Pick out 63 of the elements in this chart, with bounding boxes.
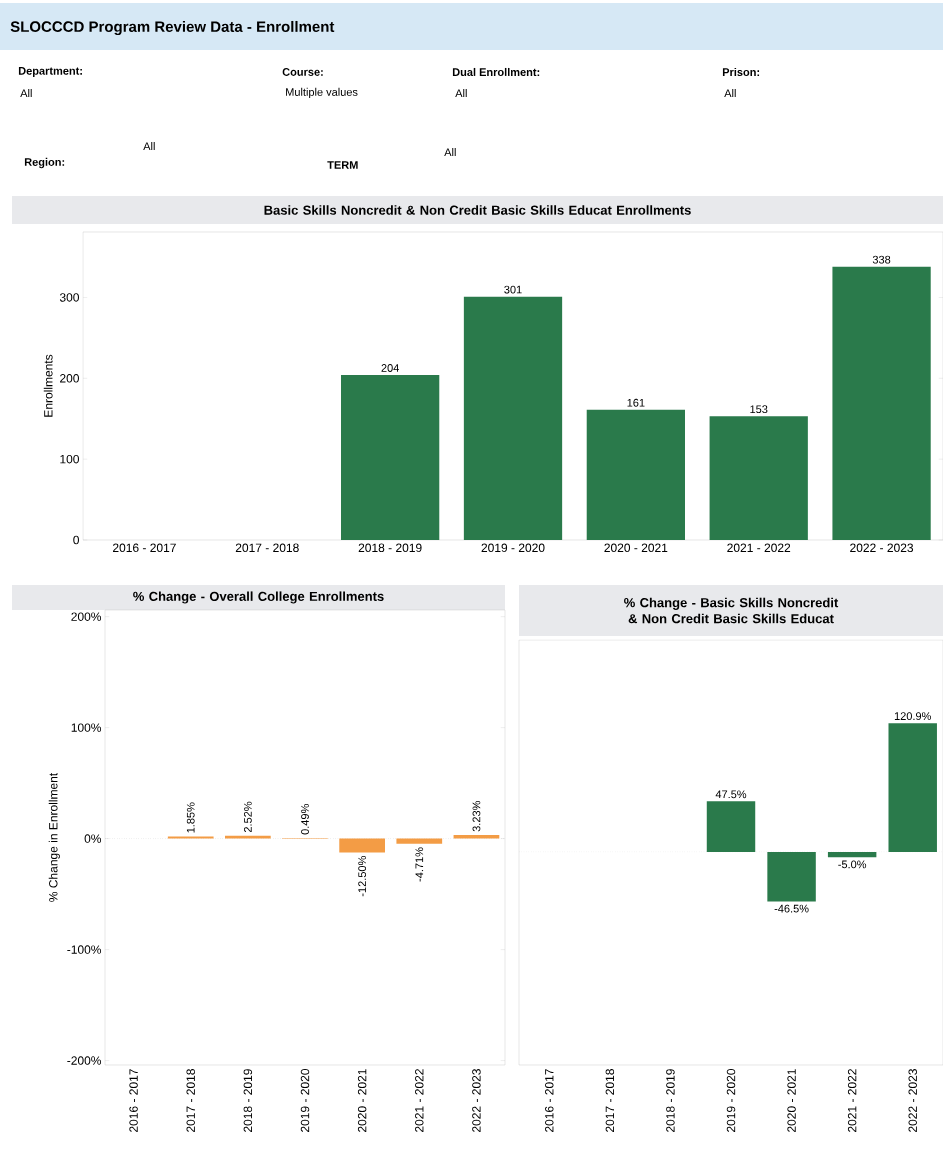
y-tick-label: 200 <box>60 374 79 383</box>
x-tick-label: 2019 - 2020 <box>300 1069 310 1132</box>
data-label: 161 <box>627 398 645 407</box>
text: SLOCCCD Program Review Data - Enrollment <box>10 20 335 36</box>
data-label: 301 <box>504 285 522 294</box>
data-label: 338 <box>872 255 891 264</box>
chart-title: % Change - Basic Skills Noncredit & Non Credit Basic Skills Educat <box>624 597 839 624</box>
data-label: -12.50% <box>358 856 367 897</box>
data-label: 47.5% <box>715 790 747 799</box>
data-label: 3.23% <box>472 801 481 832</box>
data-label: 120.9% <box>894 712 931 720</box>
x-tick-label: 2019 - 2020 <box>481 543 545 553</box>
data-label: 2.52% <box>243 801 252 833</box>
x-tick-label: 2022 - 2023 <box>850 543 914 553</box>
text: Multiple values <box>286 87 358 99</box>
x-tick-label: 2018 - 2019 <box>666 1069 675 1132</box>
x-tick-label: 2018 - 2019 <box>358 543 422 553</box>
data-label: 153 <box>750 405 768 414</box>
x-tick-label: 2020 - 2021 <box>604 543 668 553</box>
y-axis-title: Enrollments <box>43 354 53 417</box>
text: All <box>143 142 155 150</box>
text: All <box>455 89 467 97</box>
y-tick-label: 100% <box>71 723 102 732</box>
y-tick-label: 300 <box>59 293 79 302</box>
y-axis-title: % Change in Enrollment <box>48 772 60 902</box>
x-tick-label: 2017 - 2018 <box>186 1069 195 1132</box>
x-tick-label: 2021 - 2022 <box>847 1069 857 1132</box>
text: All <box>444 148 456 156</box>
text: All <box>20 89 32 97</box>
x-tick-label: 2018 - 2019 <box>243 1069 253 1132</box>
y-tick-label: 0% <box>84 834 102 843</box>
text: Department: <box>18 67 82 77</box>
x-tick-label: 2020 - 2021 <box>357 1069 367 1132</box>
data-label: 0.49% <box>301 804 309 835</box>
data-label: -4.71% <box>415 847 424 882</box>
chart-title: % Change - Overall College Enrollments <box>133 591 384 604</box>
text: All <box>724 89 736 97</box>
x-tick-label: 2022 - 2023 <box>908 1069 917 1132</box>
text: Course: <box>282 68 323 76</box>
x-tick-label: 2022 - 2023 <box>472 1069 481 1132</box>
x-tick-label: 2021 - 2022 <box>415 1069 424 1132</box>
x-tick-label: 2019 - 2020 <box>726 1069 736 1132</box>
data-label: -5.0% <box>838 860 867 869</box>
x-tick-label: 2021 - 2022 <box>727 543 791 553</box>
y-tick-label: 200% <box>71 612 102 621</box>
data-label: 204 <box>381 364 399 372</box>
chart-title: Basic Skills Noncredit & Non Credit Basic Skills Educat Enrollments <box>264 205 691 215</box>
text: Dual Enrollment: <box>452 67 540 77</box>
x-tick-label: 2017 - 2018 <box>235 543 299 553</box>
x-tick-label: 2017 - 2018 <box>605 1069 615 1132</box>
data-label: 1.85% <box>186 802 195 833</box>
text: TERM <box>327 161 358 169</box>
x-tick-label: 2020 - 2021 <box>787 1069 796 1132</box>
text: Prison: <box>722 67 760 77</box>
x-tick-label: 2016 - 2017 <box>129 1069 138 1132</box>
text: Region: <box>24 157 65 169</box>
x-tick-label: 2016 - 2017 <box>545 1069 554 1132</box>
x-tick-label: 2016 - 2017 <box>113 543 176 553</box>
y-tick-label: -100% <box>67 945 102 954</box>
y-tick-label: 0 <box>73 535 79 545</box>
y-tick-label: 100 <box>60 454 79 464</box>
y-tick-label: -200% <box>67 1056 102 1065</box>
data-label: -46.5% <box>774 904 809 913</box>
